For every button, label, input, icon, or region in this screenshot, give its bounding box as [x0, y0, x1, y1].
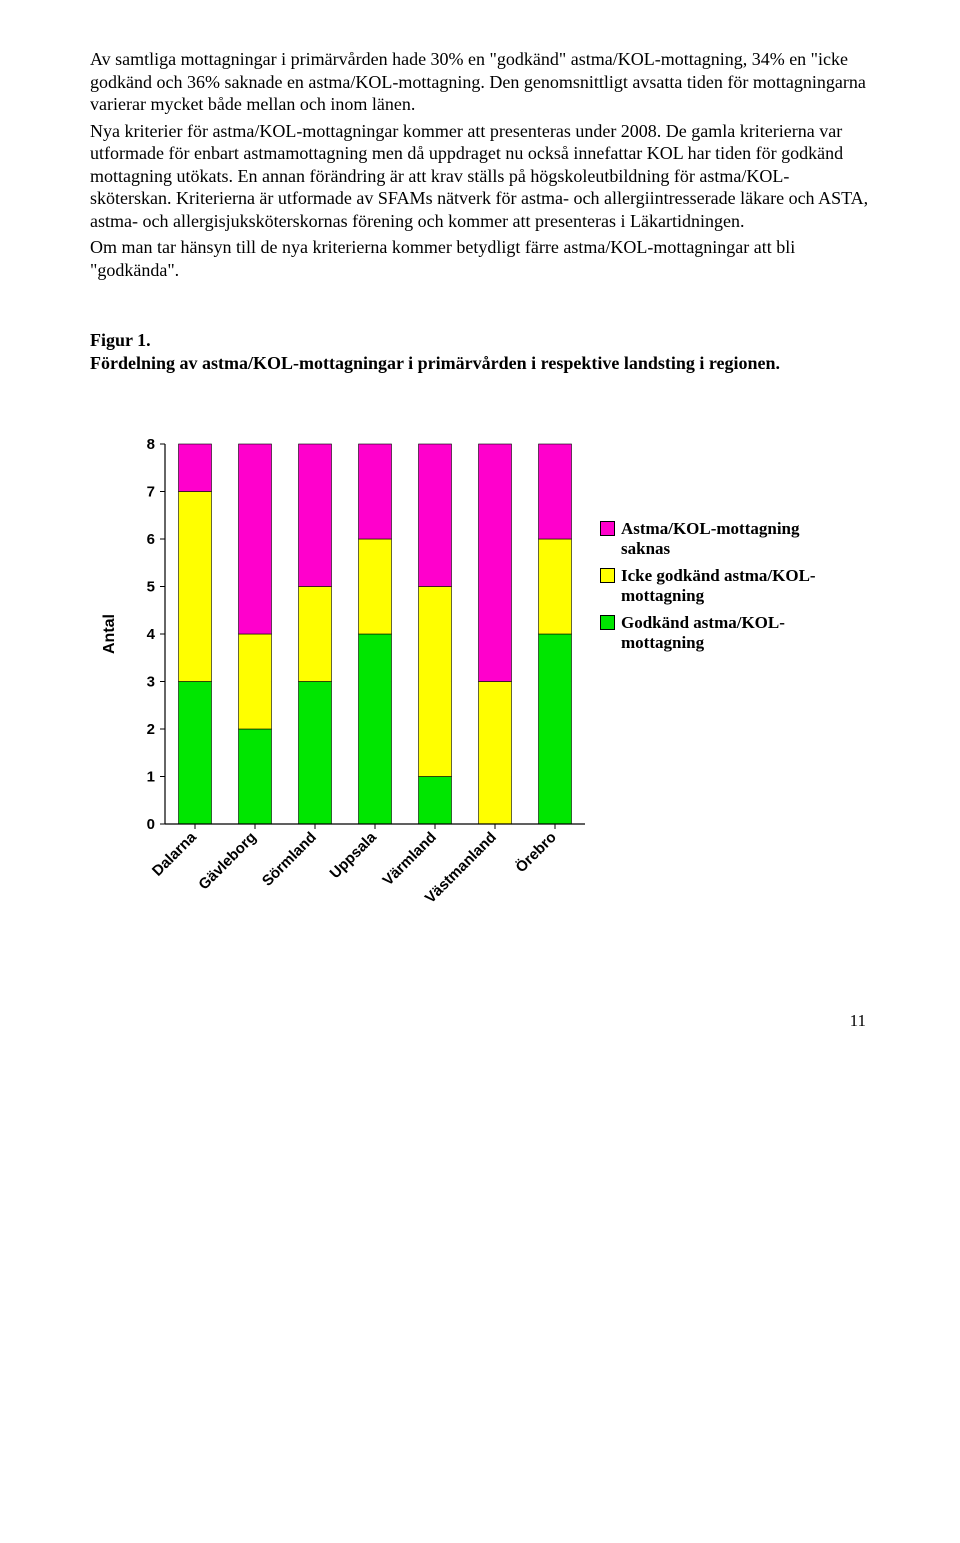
- bar-segment: [419, 587, 452, 777]
- bar-segment: [359, 634, 392, 824]
- figure-caption: Fördelning av astma/KOL-mottagningar i p…: [90, 352, 870, 375]
- bar-segment: [479, 444, 512, 682]
- legend-item: Godkänd astma/KOL-mottagning: [600, 613, 816, 654]
- legend-label: Icke godkänd astma/KOL-mottagning: [621, 566, 816, 607]
- figure-label: Figur 1.: [90, 329, 870, 352]
- legend-swatch: [600, 615, 615, 630]
- bar-segment: [239, 634, 272, 729]
- svg-text:Sörmland: Sörmland: [259, 829, 320, 890]
- svg-text:Gävleborg: Gävleborg: [195, 829, 259, 893]
- legend-item: Astma/KOL-mottagningsaknas: [600, 519, 816, 560]
- bar-segment: [179, 682, 212, 825]
- bar-segment: [299, 682, 332, 825]
- bar-segment: [359, 444, 392, 539]
- svg-text:Antal: Antal: [101, 614, 118, 654]
- legend-item: Icke godkänd astma/KOL-mottagning: [600, 566, 816, 607]
- bar-segment: [239, 729, 272, 824]
- svg-text:4: 4: [147, 626, 156, 643]
- svg-text:2: 2: [147, 721, 155, 738]
- page-number: 11: [90, 1010, 870, 1031]
- svg-text:5: 5: [147, 579, 155, 596]
- legend-label: Astma/KOL-mottagningsaknas: [621, 519, 800, 560]
- chart-legend: Astma/KOL-mottagningsaknas Icke godkänd a…: [600, 519, 816, 659]
- bar-segment: [299, 587, 332, 682]
- bar-segment: [539, 444, 572, 539]
- svg-text:Örebro: Örebro: [512, 829, 559, 876]
- svg-text:Uppsala: Uppsala: [327, 828, 381, 882]
- svg-text:7: 7: [147, 484, 155, 501]
- bar-segment: [539, 539, 572, 634]
- svg-text:6: 6: [147, 531, 155, 548]
- bar-segment: [419, 777, 452, 825]
- bar-segment: [179, 444, 212, 492]
- svg-text:Dalarna: Dalarna: [149, 828, 200, 879]
- chart-region: 0 1 2 3 4 5 6 7 8 DalarnaGävleborgSörmlandUppsala…: [100, 434, 870, 940]
- bar-segment: [299, 444, 332, 587]
- bar-segment: [539, 634, 572, 824]
- svg-text:Värmland: Värmland: [379, 829, 439, 889]
- svg-text:1: 1: [147, 769, 155, 786]
- legend-swatch: [600, 521, 615, 536]
- stacked-bar-chart: 0 1 2 3 4 5 6 7 8 DalarnaGävleborgSörmlandUppsala…: [100, 434, 590, 934]
- legend-label: Godkänd astma/KOL-mottagning: [621, 613, 785, 654]
- bar-segment: [179, 492, 212, 682]
- paragraph-1: Av samtliga mottagningar i primärvården …: [90, 48, 870, 116]
- bar-segment: [239, 444, 272, 634]
- bar-segment: [479, 682, 512, 825]
- svg-text:8: 8: [147, 436, 155, 453]
- legend-swatch: [600, 568, 615, 583]
- paragraph-2: Nya kriterier för astma/KOL-mottagningar…: [90, 120, 870, 233]
- svg-text:0: 0: [147, 816, 155, 833]
- bar-segment: [359, 539, 392, 634]
- paragraph-3: Om man tar hänsyn till de nya kriteriern…: [90, 236, 870, 281]
- bar-segment: [419, 444, 452, 587]
- svg-text:3: 3: [147, 674, 155, 691]
